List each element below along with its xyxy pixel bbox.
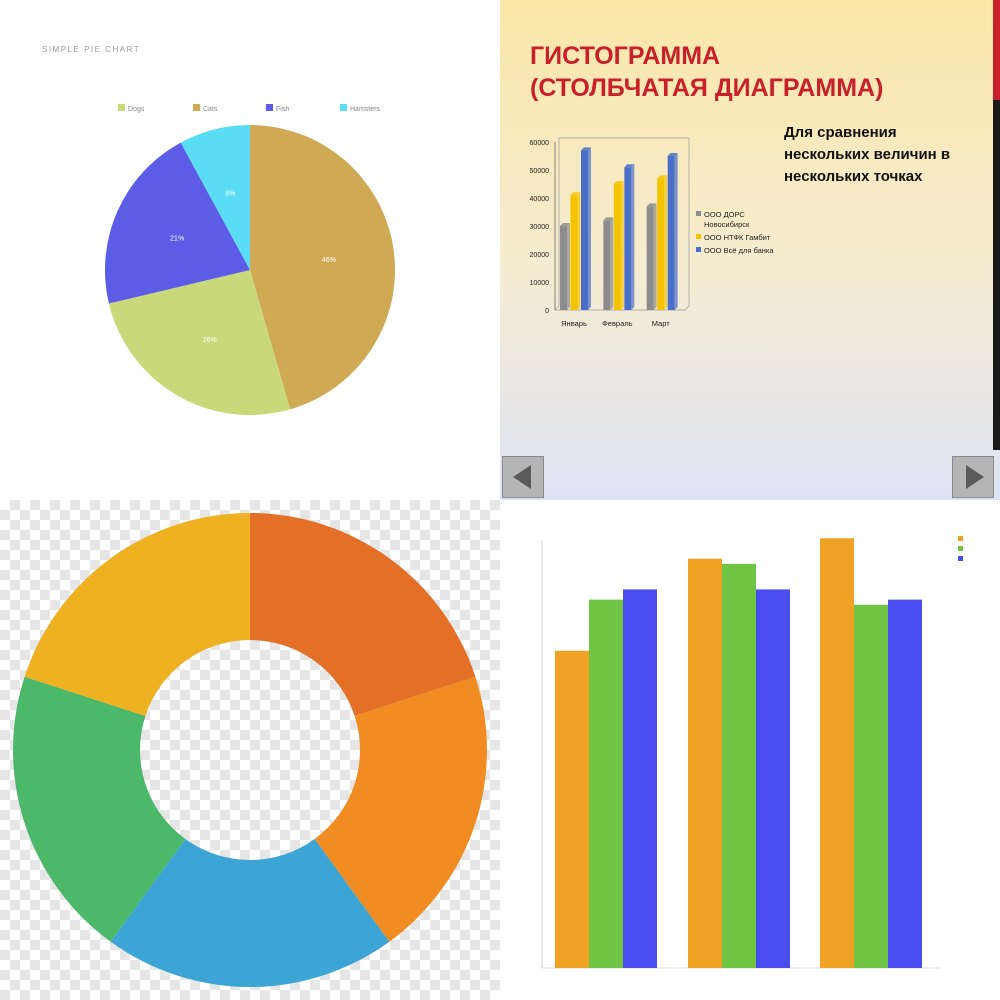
legend-label-fish: Fish [276, 106, 289, 113]
slide-panel: ГИСТОГРАММА (СТОЛБЧАТАЯ ДИАГРАММА) Для с… [500, 0, 1000, 500]
pie-label-dogs: 26% [203, 337, 217, 344]
slide-note-line-3: нескольких точках [784, 168, 923, 185]
legend-swatch-3 [958, 556, 963, 561]
slide-title-line-2: (СТОЛБЧАТАЯ ДИАГРАММА) [530, 74, 884, 102]
legend-swatch-1 [958, 536, 963, 541]
bar-март-1 [646, 203, 657, 310]
pie-label-cats: 46% [322, 257, 336, 264]
legend-label-hamsters: Hamsters [350, 106, 380, 113]
bar-group-3-series-1 [820, 538, 854, 968]
bar-февраль-3 [624, 164, 635, 310]
x-tick-label: Февраль [602, 319, 633, 328]
slide-note-line-2: нескольких величин в [784, 146, 951, 163]
bar-январь-1 [560, 223, 570, 310]
bar-chart: 60000 50000 40000 30000 20000 10000 0 Январь Фев… [530, 137, 774, 328]
bar-group-1-series-2 [589, 599, 623, 968]
pie-slice-fish [105, 142, 251, 304]
slide-title: ГИСТОГРАММА (СТОЛБЧАТАЯ ДИАГРАММА) [530, 40, 970, 104]
bar-group-3-series-3 [888, 599, 922, 968]
donut-slice-5 [24, 513, 250, 717]
bar-январь-3 [581, 147, 591, 310]
y-tick-label: 40000 [530, 196, 550, 203]
donut-slice-1 [250, 513, 476, 717]
legend-swatch-2 [696, 234, 701, 239]
grouped-bar-panel [500, 500, 1000, 1000]
legend-label-dogs: Dogs [128, 106, 145, 113]
bar-январь-2 [570, 192, 581, 310]
pie-label-hamsters: 8% [225, 191, 235, 198]
bar-group-1-series-1 [555, 650, 589, 968]
bar-group-2-series-2 [722, 563, 756, 968]
slide-edge-accent [993, 0, 1000, 100]
arrow-right-icon [966, 465, 984, 489]
pie-chart-title: SIMPLE PIE CHART [42, 45, 140, 54]
slide-note-line-1: Для сравнения [784, 124, 897, 141]
y-tick-label: 0 [545, 308, 549, 315]
pie-chart-panel: SIMPLE PIE CHART Dogs Cats Fish Hamsters 46… [0, 0, 500, 500]
slide-note: Для сравнения нескольких величин в неско… [784, 122, 984, 188]
next-slide-button[interactable] [952, 456, 994, 498]
legend-swatch-dogs [118, 104, 125, 111]
x-tick-label: Январь [561, 319, 587, 328]
bar-group-3-series-2 [854, 604, 888, 968]
y-tick-label: 30000 [530, 224, 550, 231]
legend-label-3: ООО Всё для банка [704, 246, 774, 255]
arrow-left-icon [513, 465, 531, 489]
y-tick-label: 20000 [530, 252, 550, 259]
legend-label-2: ООО НТФК Гамбит [704, 233, 771, 242]
legend-swatch-3 [696, 247, 701, 252]
legend-swatch-1 [696, 211, 701, 216]
legend-label-1: ООО ДОРС [704, 210, 745, 219]
x-tick-label: Март [652, 319, 671, 328]
pie-chart: SIMPLE PIE CHART Dogs Cats Fish Hamsters 46… [42, 45, 395, 416]
slide-edge-bar [993, 0, 1000, 450]
legend-swatch-cats [193, 104, 200, 111]
bar-март-2 [657, 175, 668, 310]
pie-slice-dogs [108, 270, 291, 416]
chart-back-wall [554, 137, 690, 311]
bar-февраль-1 [603, 217, 614, 310]
legend-label-1: Новосибирск [704, 220, 750, 229]
y-tick-label: 50000 [530, 168, 550, 175]
bar-февраль-2 [613, 181, 624, 310]
bar-group-2-series-3 [756, 589, 790, 968]
legend-swatch-2 [958, 546, 963, 551]
slide-title-line-1: ГИСТОГРАММА [530, 42, 721, 70]
previous-slide-button[interactable] [502, 456, 544, 498]
pie-slice-hamsters [180, 125, 250, 270]
grouped-bar-chart [541, 536, 963, 969]
y-tick-label: 10000 [530, 280, 550, 287]
pie-slice-cats [250, 125, 395, 410]
legend-label-cats: Cats [203, 106, 218, 113]
y-tick-label: 60000 [530, 140, 550, 147]
donut-slice-3 [110, 838, 390, 987]
donut-chart-panel [0, 500, 500, 1000]
donut-chart [12, 513, 487, 987]
donut-slice-2 [314, 676, 487, 942]
bar-group-2-series-1 [688, 558, 722, 968]
pie-label-fish: 21% [170, 235, 184, 242]
legend-swatch-fish [266, 104, 273, 111]
bar-group-1-series-3 [623, 589, 657, 968]
chart-floor [555, 305, 690, 311]
legend-swatch-hamsters [340, 104, 347, 111]
donut-slice-4 [12, 676, 186, 942]
bar-март-3 [667, 153, 678, 310]
